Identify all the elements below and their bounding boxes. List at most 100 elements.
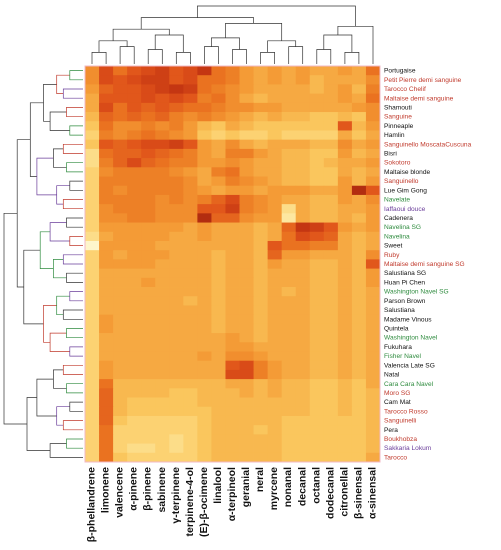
heatmap-cell [85,240,100,251]
column-dendrogram-branch [323,34,353,53]
heatmap-cell [295,323,311,334]
heatmap-cell [351,443,367,454]
heatmap-cell [281,176,297,187]
row-dendrogram-branch [56,406,70,426]
heatmap-cell [141,369,156,380]
heatmap-cell [267,185,283,196]
heatmap-cell [281,434,297,444]
heatmap-cell [113,360,128,371]
heatmap-cell [295,259,311,270]
heatmap-cell [351,351,367,362]
heatmap-cell [211,406,226,417]
heatmap-cell [127,75,142,85]
heatmap-cell [337,194,353,205]
heatmap-cell [295,333,311,343]
heatmap-cell [99,121,114,131]
heatmap-cell [365,259,381,270]
heatmap-cell [337,213,353,223]
heatmap-cell [155,425,170,435]
heatmap-cell [323,185,339,196]
heatmap-cell [141,397,156,408]
heatmap-cell [365,268,381,279]
heatmap-cell [267,194,283,205]
heatmap-cell [225,443,240,454]
heatmap-cell [351,93,367,104]
heatmap-cell [323,84,339,95]
heatmap-cell [85,250,100,260]
column-label: (E)-β-ocimene [198,467,210,537]
heatmap-cell [99,231,114,242]
heatmap-cell [85,268,100,279]
heatmap-cell [183,66,198,76]
heatmap-cell [295,167,311,177]
heatmap-cell [337,185,353,196]
heatmap-cell [295,213,311,223]
heatmap-cell [309,185,325,196]
heatmap-cell [323,415,339,426]
heatmap-cell [239,323,254,334]
row-dendrogram-branch [69,291,83,302]
heatmap-cell [197,287,212,297]
heatmap-cell [295,406,311,417]
heatmap-cell [365,425,381,435]
heatmap-cell [239,75,254,85]
heatmap-cell [113,379,128,389]
heatmap-cell [295,139,311,150]
heatmap-cell [295,305,311,316]
heatmap-cell [281,66,297,76]
heatmap-cell [239,240,254,251]
heatmap-cell [169,93,184,104]
heatmap-cell [365,148,381,159]
heatmap-cell [85,112,100,122]
heatmap-cell [211,379,226,389]
heatmap-cell [99,305,114,316]
heatmap-cell [169,314,184,325]
heatmap-cell [197,102,212,113]
heatmap-cell [267,443,283,454]
heatmap-cell [323,314,339,325]
heatmap-cell [127,296,142,306]
heatmap-cell [281,102,297,113]
heatmap-cell [141,102,156,113]
heatmap-cell [169,259,184,270]
heatmap-cell [225,240,240,251]
heatmap-cell [99,388,114,398]
heatmap-cell [337,167,353,177]
heatmap-cell [253,425,269,435]
heatmap-cell [141,222,156,233]
heatmap-cell [295,434,311,444]
heatmap-cell [183,213,198,223]
heatmap-cell [141,130,156,141]
heatmap-cell [295,148,311,159]
heatmap-cell [295,240,311,251]
heatmap-cell [113,213,128,223]
heatmap-cell [113,167,128,177]
heatmap-cell [169,268,184,279]
heatmap-cell [239,406,254,417]
heatmap-cell [85,176,100,187]
heatmap-cell [225,66,240,76]
heatmap-cell [337,121,353,131]
heatmap-cell [351,139,367,150]
heatmap-cell [267,213,283,223]
heatmap-cell [85,66,100,76]
row-label: Navelate [384,197,410,204]
heatmap-cell [141,121,156,131]
heatmap-cell [141,139,156,150]
column-dendrogram-branch [119,46,135,64]
heatmap-cell [127,259,142,270]
heatmap-cell [225,388,240,398]
heatmap-cell [351,277,367,288]
heatmap-cell [155,75,170,85]
heatmap-cell [323,406,339,417]
row-label: Natal [384,372,400,379]
row-dendrogram-branch [49,443,83,458]
heatmap-cell [169,415,184,426]
heatmap-cell [295,250,311,260]
heatmap-cell [99,379,114,389]
heatmap-cell [99,277,114,288]
row-label: Pera [384,427,398,434]
heatmap-cell [155,250,170,260]
heatmap-cell [239,379,254,389]
heatmap-cell [309,158,325,168]
